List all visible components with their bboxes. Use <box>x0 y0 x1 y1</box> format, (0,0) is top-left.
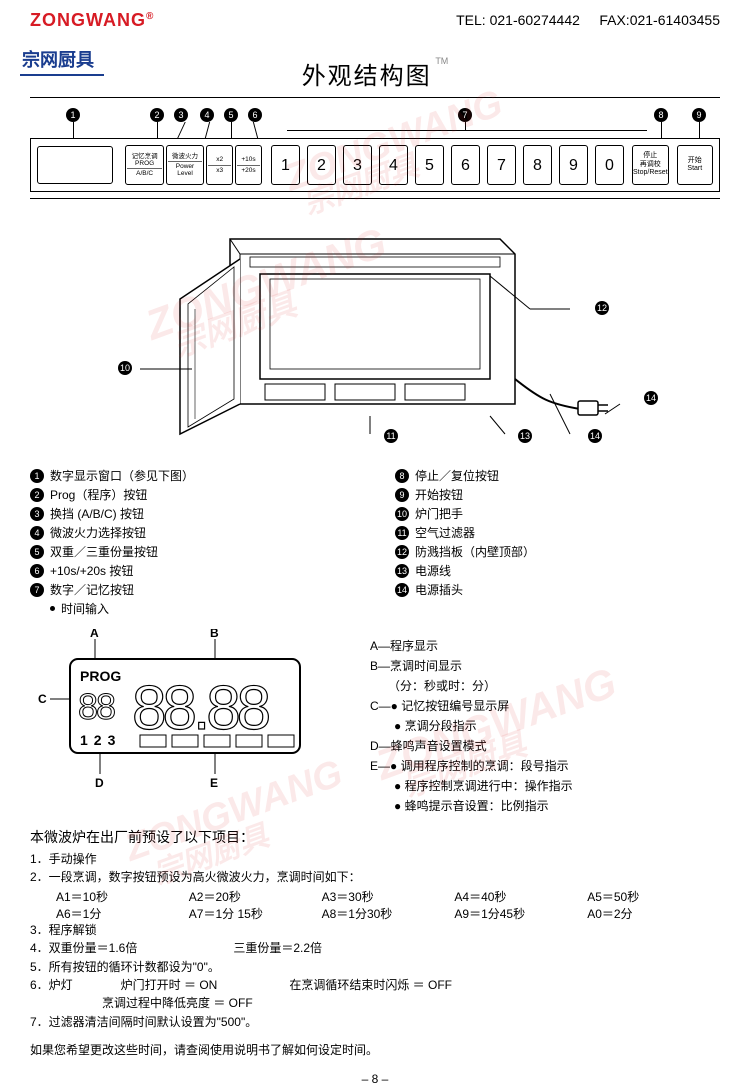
callout-14: 14 <box>588 429 602 443</box>
legend-item: 10炉门把手 <box>395 505 720 522</box>
legend-item: 1数字显示窗口（参见下图） <box>30 467 355 484</box>
seconds-button: +10s +20s <box>235 145 262 185</box>
svg-text:A: A <box>90 629 99 640</box>
preset-row: 5．所有按钮的循环计数都设为"0"。 <box>30 959 720 976</box>
presets-footer: 如果您希望更改这些时间，请查阅使用说明书了解如何设定时间。 <box>30 1041 720 1058</box>
number-button-4: 4 <box>379 145 408 185</box>
svg-text:B: B <box>210 629 219 640</box>
number-button-8: 8 <box>523 145 552 185</box>
display-label: B—烹调时间显示 <box>370 657 720 674</box>
svg-text:E: E <box>210 776 218 789</box>
tel: TEL: 021-60274442 <box>456 12 580 28</box>
microwave-svg <box>110 209 640 449</box>
svg-text:PROG: PROG <box>80 668 121 684</box>
svg-text:88.88: 88.88 <box>132 674 269 743</box>
title-underline <box>30 97 720 98</box>
display-label: ● 烹调分段指示 <box>370 717 720 734</box>
microwave-diagram: 10 11 12 13 14 14 <box>30 209 720 459</box>
legend-item: 6+10s/+20s 按钮 <box>30 562 355 579</box>
display-label: E—● 调用程序控制的烹调：段号指示 <box>370 757 720 774</box>
legend-item: 3换挡 (A/B/C) 按钮 <box>30 505 355 522</box>
display-label: ● 程序控制烹调进行中：操作指示 <box>370 777 720 794</box>
legend-item: 11空气过滤器 <box>395 524 720 541</box>
display-diagram: PROG 88 88.88 123 A B <box>30 629 340 789</box>
legend-sub: 时间输入 <box>50 600 355 617</box>
number-button-9: 9 <box>559 145 588 185</box>
power-button: 微波火力 Power Level <box>166 145 204 185</box>
legend-item: 4微波火力选择按钮 <box>30 524 355 541</box>
preset-row: 7．过滤器清洁间隔时间默认设置为"500"。 <box>30 1014 720 1031</box>
display-label: （分：秒或时：分） <box>370 677 720 694</box>
callout-10: 10 <box>118 361 132 375</box>
number-button-3: 3 <box>343 145 372 185</box>
legend-item: 9开始按钮 <box>395 486 720 503</box>
number-button-0: 0 <box>595 145 624 185</box>
stop-button: 停止 再调校 Stop/Reset <box>632 145 669 185</box>
presets-head: 本微波炉在出厂前预设了以下项目： <box>30 827 720 847</box>
legend-item: 5双重／三重份量按钮 <box>30 543 355 560</box>
contact-info: TEL: 021-60274442 FAX:021-61403455 <box>456 10 720 28</box>
display-section: PROG 88 88.88 123 A B <box>30 629 720 817</box>
control-panel: 记忆烹调 PROG A/B/C 微波火力 Power Level x2 x3 +… <box>30 138 720 192</box>
callout-4: 4 <box>200 108 214 122</box>
preset-row: 4．双重份量＝1.6倍 三重份量＝2.2倍 <box>30 940 720 957</box>
legend-item: 12防溅挡板（内壁顶部） <box>395 543 720 560</box>
legend: 1数字显示窗口（参见下图） 2Prog（程序）按钮 3换挡 (A/B/C) 按钮 4微… <box>30 467 720 617</box>
page-number: – 8 – <box>30 1072 720 1086</box>
callout-5: 5 <box>224 108 238 122</box>
callout-3: 3 <box>174 108 188 122</box>
legend-item: 2Prog（程序）按钮 <box>30 486 355 503</box>
svg-text:D: D <box>95 776 104 789</box>
callout-6: 6 <box>248 108 262 122</box>
number-button-7: 7 <box>487 145 516 185</box>
panel-underline <box>30 198 720 199</box>
brand-cn: 宗网厨具 <box>20 44 104 76</box>
callout-13: 13 <box>518 429 532 443</box>
multiply-button: x2 x3 <box>206 145 233 185</box>
registered-mark: ® <box>146 11 154 22</box>
prog-button: 记忆烹调 PROG A/B/C <box>125 145 163 185</box>
preset-row: 2．一段烹调，数字按钮预设为高火微波火力，烹调时间如下： <box>30 869 720 886</box>
legend-item: 14电源插头 <box>395 581 720 598</box>
callout-1: 1 <box>66 108 80 122</box>
callout-9: 9 <box>692 108 706 122</box>
preset-row: 1．手动操作 <box>30 851 720 868</box>
preset-row: 6．炉灯 炉门打开时 ＝ ON 在烹调循环结束时闪烁 ＝ OFF <box>30 977 720 994</box>
number-button-2: 2 <box>307 145 336 185</box>
number-button-5: 5 <box>415 145 444 185</box>
number-button-6: 6 <box>451 145 480 185</box>
callout-12: 12 <box>595 301 609 315</box>
legend-item: 8停止／复位按钮 <box>395 467 720 484</box>
callout-8: 8 <box>654 108 668 122</box>
preset-row: 烹调过程中降低亮度 ＝ OFF <box>30 995 720 1012</box>
start-button: 开始 Start <box>677 145 713 185</box>
fax: FAX:021-61403455 <box>599 12 720 28</box>
callout-14b: 14 <box>644 391 658 405</box>
page-title: 外观结构图 <box>302 56 432 91</box>
control-panel-diagram: 1 2 3 4 5 6 7 8 9 记忆烹调 PROG A/B/C 微波火力 <box>30 108 720 198</box>
number-button-1: 1 <box>271 145 300 185</box>
legend-item: 13电源线 <box>395 562 720 579</box>
legend-item: 7数字／记忆按钮 <box>30 581 355 598</box>
svg-text:88: 88 <box>78 686 115 727</box>
brand-en: ZONGWANG <box>30 10 146 30</box>
brand-block: ZONGWANG® <box>30 10 154 31</box>
presets-section: 本微波炉在出厂前预设了以下项目： 1．手动操作2．一段烹调，数字按钮预设为高火微… <box>30 827 720 1058</box>
display-label: D—蜂鸣声音设置模式 <box>370 737 720 754</box>
display-labels: A—程序显示 B—烹调时间显示 （分：秒或时：分） C—● 记忆按钮编号显示屏 ● … <box>340 629 720 817</box>
callout-2: 2 <box>150 108 164 122</box>
callout-7: 7 <box>458 108 472 122</box>
svg-text:C: C <box>38 692 47 706</box>
display-label: C—● 记忆按钮编号显示屏 <box>370 697 720 714</box>
tm-mark: TM <box>435 56 448 66</box>
display-label: ● 蜂鸣提示音设置：比例指示 <box>370 797 720 814</box>
callout-11: 11 <box>384 429 398 443</box>
display-label: A—程序显示 <box>370 637 720 654</box>
preset-row: 3．程序解锁 <box>30 922 720 939</box>
display-window <box>37 146 113 184</box>
svg-text:123: 123 <box>80 732 121 748</box>
